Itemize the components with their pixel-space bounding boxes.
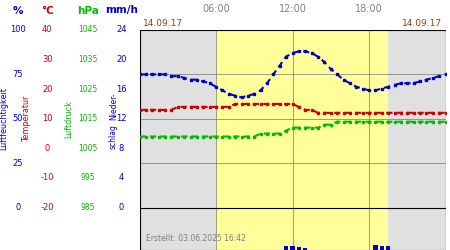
Text: 20: 20	[116, 55, 127, 64]
Bar	[284, 246, 288, 250]
Bar	[379, 246, 384, 250]
Text: Luftfeuchtigkeit: Luftfeuchtigkeit	[0, 87, 8, 150]
Text: Luftdruck: Luftdruck	[64, 100, 73, 138]
Text: 0: 0	[15, 203, 21, 212]
Bar	[290, 246, 295, 250]
Text: 75: 75	[13, 70, 23, 79]
Text: 14.09.17: 14.09.17	[401, 20, 442, 28]
Bar	[388, 30, 446, 208]
Text: -20: -20	[40, 203, 54, 212]
Text: mm/h: mm/h	[105, 6, 138, 16]
Bar	[297, 247, 301, 250]
Bar	[386, 246, 390, 250]
Text: 995: 995	[81, 174, 95, 182]
Text: 40: 40	[42, 26, 53, 35]
Text: 24: 24	[116, 26, 127, 35]
Text: 20: 20	[42, 85, 53, 94]
Bar	[140, 30, 216, 208]
Text: 50: 50	[13, 114, 23, 123]
Text: 1005: 1005	[78, 144, 98, 153]
Text: 0: 0	[45, 144, 50, 153]
Bar	[216, 208, 388, 250]
Text: -10: -10	[40, 174, 54, 182]
Text: 8: 8	[119, 144, 124, 153]
Text: 30: 30	[42, 55, 53, 64]
Text: 06:00: 06:00	[202, 4, 230, 15]
Text: 4: 4	[119, 174, 124, 182]
Text: 0: 0	[119, 203, 124, 212]
Text: 12: 12	[116, 114, 127, 123]
Bar	[373, 245, 378, 250]
Text: 14.09.17: 14.09.17	[143, 20, 184, 28]
Text: %: %	[13, 6, 23, 16]
Text: 1045: 1045	[78, 26, 98, 35]
Text: hPa: hPa	[77, 6, 99, 16]
Text: Temperatur: Temperatur	[22, 96, 32, 142]
Bar	[140, 208, 216, 250]
Text: 985: 985	[81, 203, 95, 212]
Text: °C: °C	[41, 6, 54, 16]
Text: Erstellt: 03.06.2025 16:42: Erstellt: 03.06.2025 16:42	[146, 234, 246, 243]
Text: 12:00: 12:00	[279, 4, 306, 15]
Text: 1035: 1035	[78, 55, 98, 64]
Text: Nieder-: Nieder-	[109, 92, 118, 120]
Text: schlag: schlag	[109, 124, 118, 149]
Text: 1025: 1025	[78, 85, 97, 94]
Text: 1015: 1015	[78, 114, 97, 123]
Text: 10: 10	[42, 114, 53, 123]
Bar	[388, 208, 446, 250]
Text: 16: 16	[116, 85, 127, 94]
Text: 25: 25	[13, 158, 23, 168]
Bar	[303, 248, 307, 250]
Bar	[216, 30, 388, 208]
Text: 100: 100	[10, 26, 26, 35]
Text: 18:00: 18:00	[355, 4, 383, 15]
